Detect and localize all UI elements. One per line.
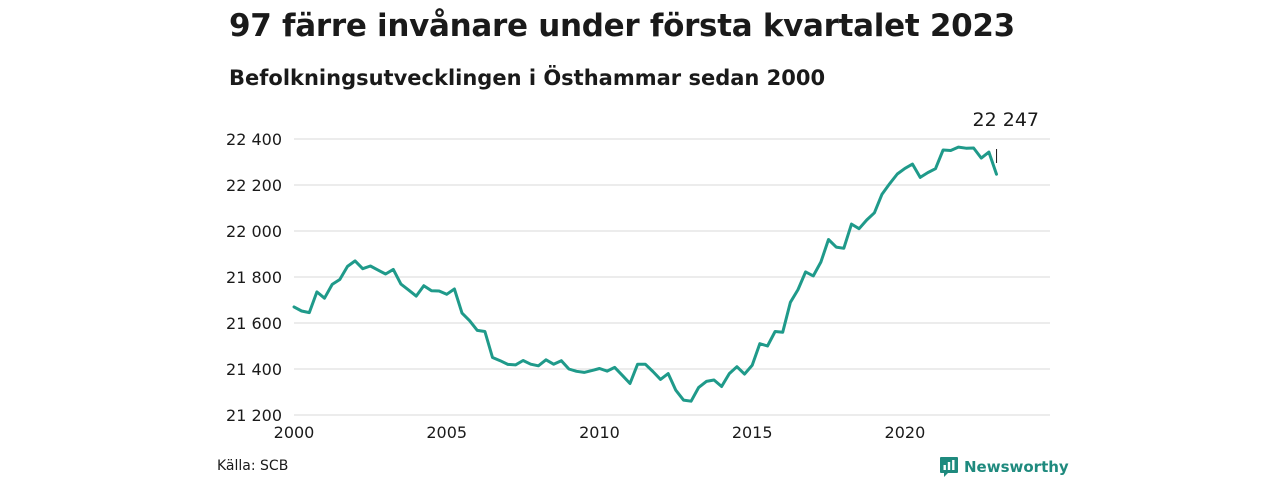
x-tick-label: 2005 [426, 423, 467, 442]
gridlines [294, 138, 1050, 416]
y-tick-label: 21 200 [226, 406, 282, 425]
y-tick-label: 21 400 [226, 360, 282, 379]
chart-title: 97 färre invånare under första kvartalet… [229, 8, 1015, 44]
chart-subtitle: Befolkningsutvecklingen i Östhammar seda… [229, 66, 826, 90]
x-tick-label: 2000 [274, 423, 315, 442]
x-tick-label: 2020 [885, 423, 926, 442]
x-tick-label: 2015 [732, 423, 773, 442]
brand-name: Newsworthy [964, 458, 1069, 476]
source-note: Källa: SCB [217, 458, 289, 474]
last-value-label: 22 247 [973, 109, 1039, 131]
brand-logo[interactable]: Newsworthy [939, 456, 1069, 478]
y-tick-label: 22 400 [226, 130, 282, 149]
y-tick-label: 22 000 [226, 222, 282, 241]
series-layer [292, 145, 998, 403]
x-axis-tick-labels: 2000 2005 2010 2015 2020 [274, 423, 926, 442]
y-axis-tick-labels: 21 200 21 400 21 600 21 800 22 000 22 200 22 4… [226, 130, 282, 425]
value-label-layer: 22 247 [973, 109, 1039, 163]
y-tick-label: 21 800 [226, 268, 282, 287]
y-tick-label: 22 200 [226, 176, 282, 195]
newsworthy-logo-icon [940, 457, 958, 477]
x-tick-label: 2010 [579, 423, 620, 442]
series-line [292, 145, 998, 403]
y-tick-label: 21 600 [226, 314, 282, 333]
